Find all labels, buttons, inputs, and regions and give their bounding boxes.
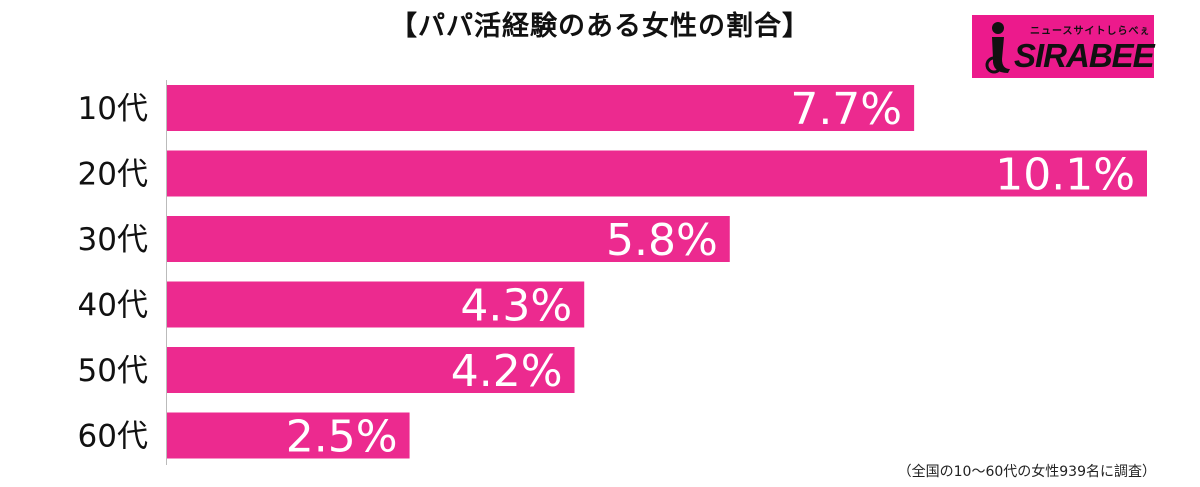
bar-0 bbox=[167, 85, 915, 131]
bar-5 bbox=[167, 412, 410, 459]
logo-i-icon bbox=[985, 22, 1010, 74]
value-label-4: 4.2% bbox=[451, 346, 563, 397]
value-label-5: 2.5% bbox=[286, 412, 398, 463]
logo-tagline: ニュースサイトしらべぇ bbox=[1030, 26, 1151, 37]
value-label-0: 7.7% bbox=[790, 84, 902, 135]
logo-wordmark: SIRABEE bbox=[1014, 37, 1155, 74]
bar-2 bbox=[167, 216, 730, 262]
bar-4 bbox=[167, 347, 575, 393]
survey-footnote: （全国の10〜60代の女性939名に調査） bbox=[897, 464, 1156, 480]
category-label-3: 40代 bbox=[78, 288, 148, 324]
category-label-5: 60代 bbox=[78, 419, 148, 455]
bar-3 bbox=[167, 281, 585, 328]
category-label-4: 50代 bbox=[78, 353, 148, 389]
bar-1 bbox=[167, 150, 1147, 197]
value-label-2: 5.8% bbox=[606, 215, 718, 266]
sirabee-logo: ニュースサイトしらべぇ SIRABEE bbox=[972, 15, 1155, 78]
category-label-0: 10代 bbox=[78, 91, 148, 127]
chart-title: 【パパ活経験のある女性の割合】 bbox=[390, 11, 810, 42]
value-label-3: 4.3% bbox=[460, 281, 572, 332]
category-label-2: 30代 bbox=[78, 222, 148, 258]
value-label-1: 10.1% bbox=[995, 150, 1135, 201]
category-label-1: 20代 bbox=[78, 157, 148, 193]
